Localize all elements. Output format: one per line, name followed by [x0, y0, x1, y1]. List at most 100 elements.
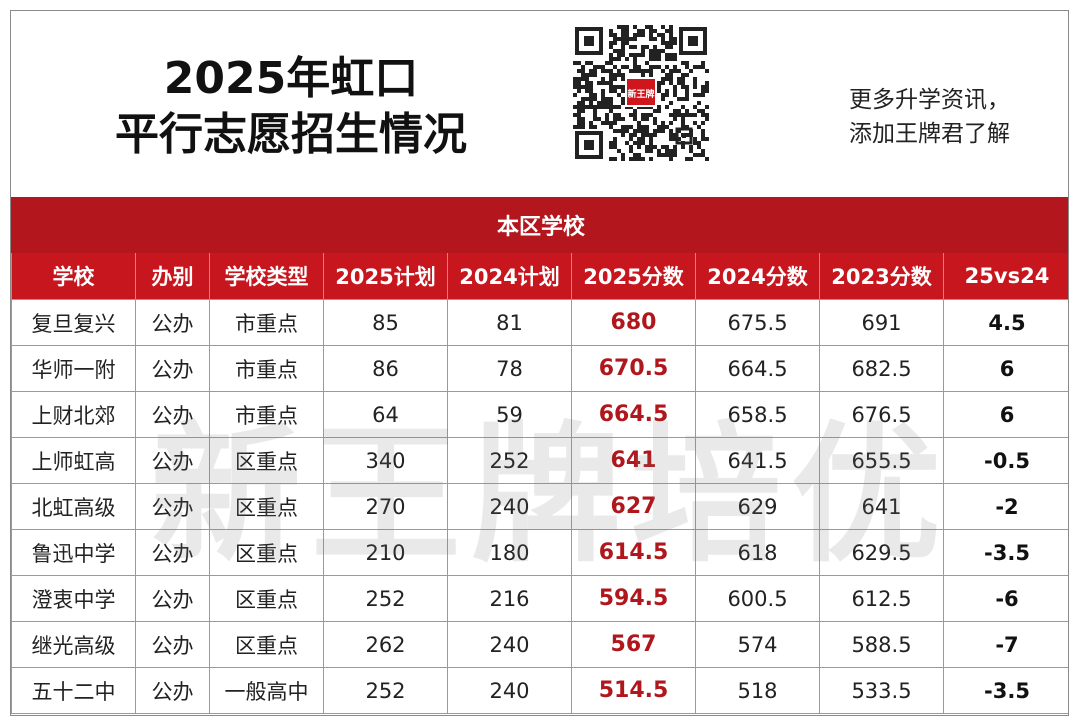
table-cell: 691	[819, 299, 944, 346]
table-cell: 公办	[135, 575, 210, 622]
table-cell: 市重点	[209, 391, 324, 438]
table-cell: -6	[943, 575, 1068, 622]
table-cell: 澄衷中学	[11, 575, 136, 622]
table-cell: 641	[571, 437, 696, 484]
table-cell: 533.5	[819, 667, 944, 714]
table-cell: 4.5	[943, 299, 1068, 346]
table-cell: 继光高级	[11, 621, 136, 668]
table-cell: 公办	[135, 345, 210, 392]
table-cell: 270	[323, 483, 448, 530]
table-cell: 658.5	[695, 391, 820, 438]
table-row: 鲁迅中学 公办 区重点 210 180 614.5 618 629.5 -3.5	[11, 529, 1068, 576]
table-cell: 675.5	[695, 299, 820, 346]
promo-line-1: 更多升学资讯，	[849, 87, 1010, 113]
table-cell: 公办	[135, 483, 210, 530]
table-cell: -0.5	[943, 437, 1068, 484]
table-cell: 682.5	[819, 345, 944, 392]
table-cell: 340	[323, 437, 448, 484]
table-cell: 市重点	[209, 345, 324, 392]
table-row: 五十二中 公办 一般高中 252 240 514.5 518 533.5 -3.5	[11, 667, 1068, 714]
table-cell: 240	[447, 621, 572, 668]
section-title: 本区学校	[11, 197, 1068, 253]
table-cell: 公办	[135, 667, 210, 714]
qr-code-icon: 新王牌	[573, 25, 709, 161]
table-cell: 600.5	[695, 575, 820, 622]
table-cell: 676.5	[819, 391, 944, 438]
table-cell: -7	[943, 621, 1068, 668]
table-cell: 6	[943, 345, 1068, 392]
table-cell: 641.5	[695, 437, 820, 484]
table-cell: 复旦复兴	[11, 299, 136, 346]
table-cell: 59	[447, 391, 572, 438]
table-cell: 664.5	[571, 391, 696, 438]
table-cell: 78	[447, 345, 572, 392]
table-cell: 664.5	[695, 345, 820, 392]
table-cell: 574	[695, 621, 820, 668]
table-cell: 86	[323, 345, 448, 392]
page-title: 2025年虹口 平行志愿招生情况	[11, 51, 571, 163]
table-cell: 262	[323, 621, 448, 668]
column-header: 2025计划	[323, 252, 448, 300]
table-cell: 629	[695, 483, 820, 530]
table-row: 北虹高级 公办 区重点 270 240 627 629 641 -2	[11, 483, 1068, 530]
table-cell: 567	[571, 621, 696, 668]
column-header: 25vs24	[943, 252, 1068, 300]
table-cell: 210	[323, 529, 448, 576]
table-cell: 上师虹高	[11, 437, 136, 484]
table-cell: -3.5	[943, 529, 1068, 576]
table-cell: 64	[323, 391, 448, 438]
table-cell: 252	[323, 575, 448, 622]
table-row: 继光高级 公办 区重点 262 240 567 574 588.5 -7	[11, 621, 1068, 668]
column-header: 2023分数	[819, 252, 944, 300]
column-header: 办别	[135, 252, 210, 300]
table-cell: 公办	[135, 391, 210, 438]
table-row: 华师一附 公办 市重点 86 78 670.5 664.5 682.5 6	[11, 345, 1068, 392]
table-cell: 627	[571, 483, 696, 530]
column-header: 2024计划	[447, 252, 572, 300]
table-row: 上师虹高 公办 区重点 340 252 641 641.5 655.5 -0.5	[11, 437, 1068, 484]
table-cell: 华师一附	[11, 345, 136, 392]
table-cell: 588.5	[819, 621, 944, 668]
table-cell: 公办	[135, 529, 210, 576]
table-cell: 6	[943, 391, 1068, 438]
table-cell: 一般高中	[209, 667, 324, 714]
title-line-1: 2025年虹口	[163, 53, 419, 104]
admission-table: 本区学校 学校 办别 学校类型 2025计划 2024计划 2025分数 2024分数 202…	[11, 197, 1068, 714]
table-cell: 518	[695, 667, 820, 714]
table-cell: 629.5	[819, 529, 944, 576]
column-header-row: 学校 办别 学校类型 2025计划 2024计划 2025分数 2024分数 2023分数 25…	[11, 252, 1068, 300]
table-row: 上财北郊 公办 市重点 64 59 664.5 658.5 676.5 6	[11, 391, 1068, 438]
table-cell: 区重点	[209, 437, 324, 484]
table-cell: 594.5	[571, 575, 696, 622]
table-cell: 240	[447, 667, 572, 714]
table-cell: 五十二中	[11, 667, 136, 714]
promo-text: 更多升学资讯， 添加王牌君了解	[849, 83, 1059, 151]
table-cell: 市重点	[209, 299, 324, 346]
table-cell: 区重点	[209, 621, 324, 668]
table-cell: 81	[447, 299, 572, 346]
table-cell: 240	[447, 483, 572, 530]
table-cell: 180	[447, 529, 572, 576]
table-cell: 641	[819, 483, 944, 530]
qr-logo-text: 新王牌	[627, 88, 654, 100]
table-cell: 北虹高级	[11, 483, 136, 530]
table-cell: 670.5	[571, 345, 696, 392]
promo-line-2: 添加王牌君了解	[849, 121, 1010, 147]
table-cell: 85	[323, 299, 448, 346]
table-cell: 252	[323, 667, 448, 714]
table-cell: 鲁迅中学	[11, 529, 136, 576]
table-cell: 514.5	[571, 667, 696, 714]
table-cell: 680	[571, 299, 696, 346]
table-row: 复旦复兴 公办 市重点 85 81 680 675.5 691 4.5	[11, 299, 1068, 346]
title-line-2: 平行志愿招生情况	[115, 109, 467, 160]
table-cell: 618	[695, 529, 820, 576]
table-cell: 655.5	[819, 437, 944, 484]
table-cell: 区重点	[209, 483, 324, 530]
table-cell: -3.5	[943, 667, 1068, 714]
table-cell: -2	[943, 483, 1068, 530]
table-cell: 216	[447, 575, 572, 622]
table-cell: 公办	[135, 621, 210, 668]
table-row: 澄衷中学 公办 区重点 252 216 594.5 600.5 612.5 -6	[11, 575, 1068, 622]
table-cell: 区重点	[209, 575, 324, 622]
column-header: 2025分数	[571, 252, 696, 300]
